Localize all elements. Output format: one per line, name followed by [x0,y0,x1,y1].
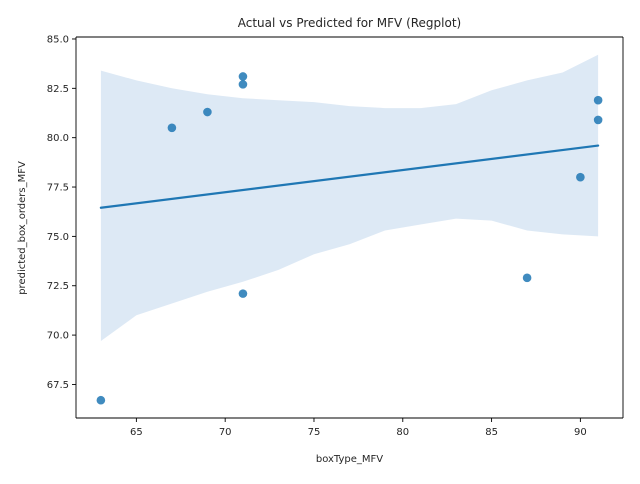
x-tick-label: 80 [396,427,409,438]
scatter-point [522,273,532,283]
scatter-point [238,289,248,298]
scatter-point [593,95,603,105]
y-tick-label: 70.0 [47,331,69,342]
scatter-point [593,115,603,125]
y-tick-label: 75.0 [47,232,69,243]
x-tick-label: 85 [485,427,498,438]
x-tick-label: 70 [219,427,232,438]
y-tick-label: 82.5 [47,84,69,95]
confidence-band-layer [100,54,599,342]
scatter-point [203,107,212,117]
regression-line [99,144,600,209]
scatter-point [576,172,585,182]
y-tick-label: 77.5 [47,183,69,194]
y-tick-label: 67.5 [47,380,69,391]
y-tick-label: 85.0 [47,34,69,45]
y-tick-label: 80.0 [47,133,69,144]
regression-line-layer [99,144,600,209]
axes-frame [75,36,624,419]
x-axis-label: boxType_MFV [316,454,383,465]
scatter-point [167,123,177,133]
scatter-point [238,72,248,81]
x-ticks: 65 70 75 80 85 90 [130,418,587,438]
confidence-band [100,54,599,342]
chart-title: Actual vs Predicted for MFV (Regplot) [238,16,461,30]
x-tick-label: 65 [130,427,143,438]
x-tick-label: 75 [308,427,321,438]
scatter-points-layer [96,72,603,405]
x-tick-label: 90 [574,427,587,438]
y-tick-label: 72.5 [47,281,69,292]
y-axis-label: predicted_box_orders_MFV [17,161,28,295]
scatter-point [238,80,248,89]
y-ticks: 67.5 70.0 72.5 75.0 77.5 80.0 82.5 85.0 [47,34,76,391]
scatter-point [96,395,106,405]
